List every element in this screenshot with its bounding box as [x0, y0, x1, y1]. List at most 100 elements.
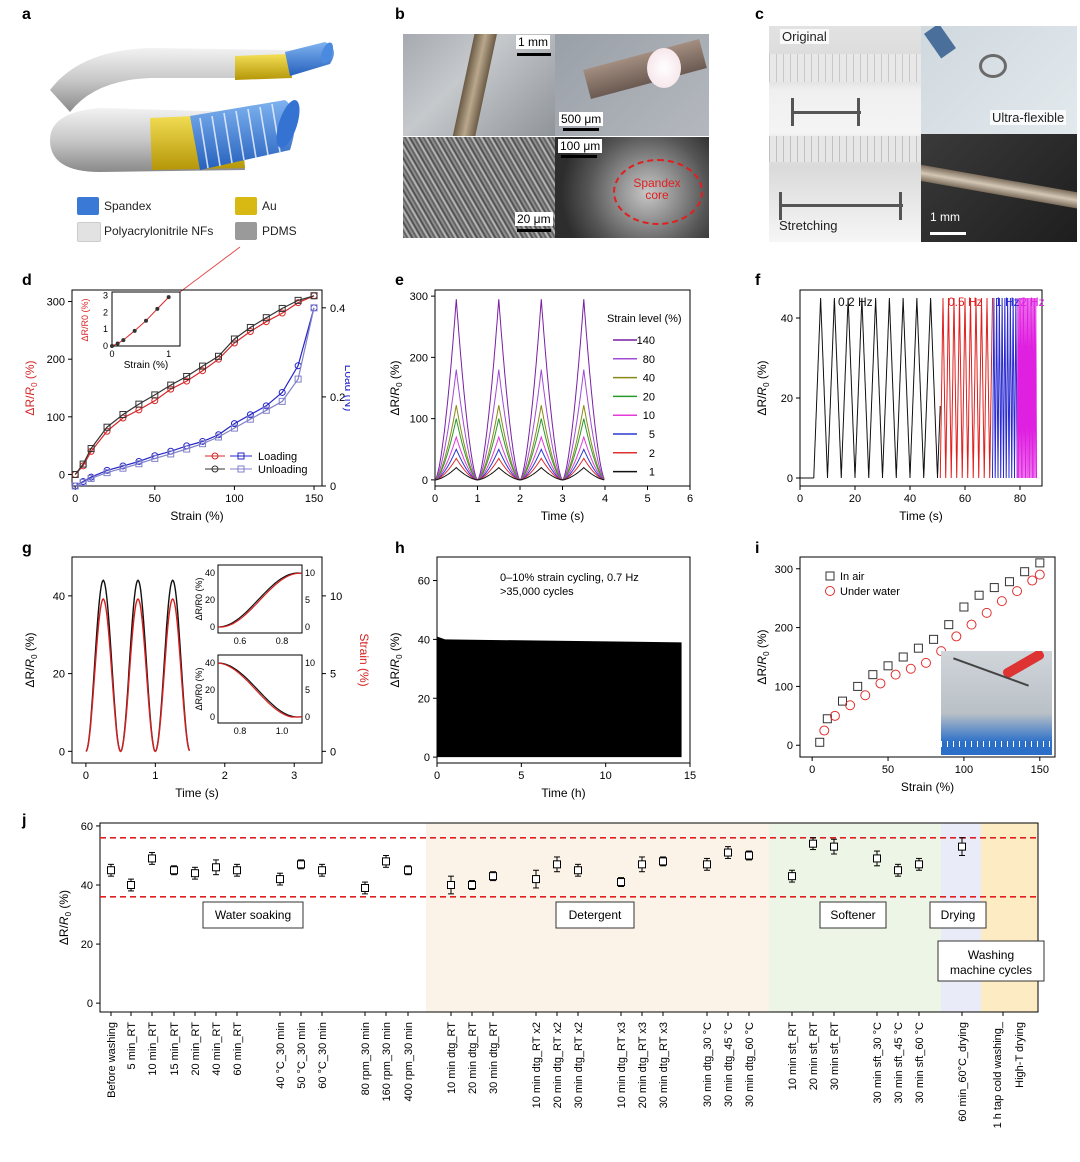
e-legend-label: 20 [643, 391, 655, 403]
d-legend-marker [237, 452, 245, 460]
original-photo [769, 26, 921, 134]
j-category-label: 30 min dtg_45 °C [723, 1022, 735, 1107]
j-category-label: 30 min dtg_RT x3 [658, 1022, 670, 1108]
j-group-label: Detergent [569, 908, 622, 922]
connector-line [171, 246, 241, 299]
h-xtick-label: 15 [684, 770, 696, 782]
g-ylabel: ΔR/R0 (%) [23, 632, 39, 687]
g-ytick-label: 20 [53, 669, 65, 681]
g-xtick-label: 2 [222, 770, 228, 782]
panel-label-c: c [755, 6, 764, 23]
i-point-water [981, 607, 992, 618]
d-point [183, 377, 191, 385]
i-point-water [1027, 575, 1038, 586]
g-inset-top-y2tick: 5 [305, 595, 310, 605]
j-point [788, 872, 796, 881]
i-ytick-label: 100 [775, 681, 793, 693]
sem-cross-section-photo: Spandex core [555, 137, 709, 238]
i-point-water [875, 678, 886, 689]
j-category-label: 10 min dtg_RT x3 [616, 1022, 628, 1108]
g-inset-bottom-y2tick: 5 [305, 685, 310, 695]
scale-label-500um: 500 μm [559, 112, 604, 126]
d-point [87, 445, 95, 453]
f-series-1 [939, 297, 993, 479]
g-ytick-label: 40 [53, 591, 65, 603]
f-frame [799, 289, 1043, 487]
g-inset-top-xtick: 0.6 [234, 636, 247, 646]
j-category-label: 80 rpm_30 min [360, 1022, 372, 1095]
f-freq-label: 0.5 Hz [948, 295, 983, 309]
d-inset-ytick: 1 [103, 324, 108, 334]
chart-g: 0 1 2 3 0 20 40 0 5 10 Time (s) ΔR/R0 (%) Strain (%)… [23, 556, 371, 800]
j-group-label: Washing [968, 948, 1014, 962]
i-point-water [890, 669, 901, 680]
j-group-label: machine cycles [950, 963, 1032, 977]
f-ytick-label: 40 [781, 313, 793, 325]
j-category-label: 30 min dtg_60 °C [744, 1022, 756, 1107]
scalebar-20um [517, 229, 551, 232]
f-xtick-label: 80 [1014, 493, 1026, 505]
j-point [404, 866, 412, 875]
i-point-air [868, 670, 878, 680]
pdms-label: PDMS [262, 224, 297, 238]
j-point [318, 866, 326, 875]
i-point-water [996, 596, 1007, 607]
chart-f: 0 20 40 60 80 0 20 40 0.2 Hz 0.5 Hz 1 Hz 2 Hz Time (… [755, 289, 1045, 523]
h-xtick-label: 5 [518, 770, 524, 782]
j-category-label: 20 min sft_RT [808, 1022, 820, 1091]
j-frame [99, 822, 1039, 1013]
h-annotation-1: 0–10% strain cycling, 0.7 Hz [500, 572, 639, 584]
au-swatch [235, 197, 257, 215]
i-point-air [1004, 577, 1014, 587]
stretching-photo [769, 134, 921, 242]
d-point [262, 314, 270, 322]
j-category-label: 30 min sft_60 °C [914, 1022, 926, 1103]
j-group-box [929, 901, 987, 929]
d-point [310, 292, 318, 300]
h-cycling-band [437, 636, 682, 758]
d-point [103, 423, 111, 431]
j-point [276, 875, 284, 884]
j-category-label: 10 min dtg_RT x2 [531, 1022, 543, 1108]
f-ylabel: ΔR/R0 (%) [755, 360, 771, 415]
j-category-label: 40 °C_30 min [275, 1022, 287, 1089]
g-inset-top-xtick: 0.8 [276, 636, 289, 646]
g-inset-top-ytick: 20 [205, 595, 215, 605]
g-inset-bottom-ylabel: ΔR/R0 (%) [194, 667, 204, 710]
d-ytick-label: 0 [59, 469, 65, 481]
d-xtick-label: 150 [305, 493, 323, 505]
j-point [617, 878, 625, 887]
j-category-label: 60 °C_30 min [317, 1022, 329, 1089]
j-ylabel: ΔR/R0 (%) [57, 890, 73, 945]
d-ylabel: ΔR/R0 (%) [23, 360, 39, 415]
e-legend-label: 5 [649, 429, 655, 441]
j-point [489, 872, 497, 881]
d-inset-point [115, 341, 120, 346]
fiber-closeup-photo [921, 134, 1077, 242]
fiber-upper [50, 42, 334, 112]
i-point-water [1034, 569, 1045, 580]
i-point-air [853, 681, 863, 691]
g-inset-top-ytick: 40 [205, 568, 215, 578]
scale-label-100um: 100 μm [558, 139, 603, 153]
scalebar-500um [563, 128, 599, 131]
d-xlabel: Strain (%) [170, 509, 223, 523]
d-point [119, 464, 127, 472]
panel-label-j: j [22, 812, 27, 829]
f-freq-label: 0.2 Hz [838, 295, 873, 309]
pan-swatch [77, 222, 101, 242]
scale-label-1mm: 1 mm [516, 35, 550, 49]
d-xtick-label: 100 [225, 493, 243, 505]
j-point [574, 866, 582, 875]
chart-h: 0 5 10 15 0 20 40 60 0–10% strain cycling, 0.7 H… [388, 556, 696, 800]
d-legend-label: Unloading [258, 464, 308, 476]
scalebar-100um [561, 155, 597, 158]
d-point [71, 470, 79, 478]
i-legend-marker-air [825, 571, 835, 581]
i-point-water [819, 725, 830, 736]
d-inset-point [132, 328, 137, 333]
i-point-water [845, 700, 856, 711]
pan-label: Polyacrylonitrile NFs [104, 224, 214, 238]
i-xtick-label: 100 [955, 764, 973, 776]
